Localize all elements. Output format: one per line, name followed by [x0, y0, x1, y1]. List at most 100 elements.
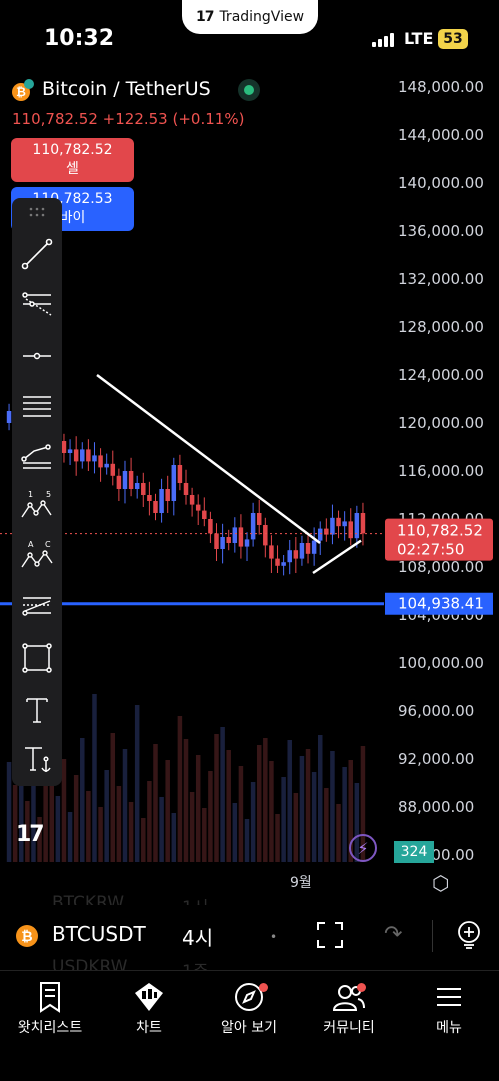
pair-title[interactable]: Bitcoin / TetherUS	[42, 78, 211, 100]
volume-bar	[165, 760, 170, 862]
add-indicator-icon[interactable]	[455, 920, 483, 950]
volume-bar	[275, 814, 280, 862]
volume-bar	[189, 792, 195, 862]
volume-bar	[299, 756, 305, 862]
parallel-lines-tool-icon[interactable]	[17, 386, 57, 426]
volume-bar	[202, 808, 207, 862]
candle	[86, 449, 91, 462]
tradingview-brand: TradingView	[219, 9, 305, 25]
candle	[250, 513, 256, 540]
symbol-selector[interactable]: BTCUSDT	[52, 922, 146, 946]
text-tool-icon[interactable]	[17, 690, 57, 730]
y-tick-label-4: 132,000.00	[398, 270, 484, 288]
horizontal-line-tag	[385, 592, 493, 615]
redo-icon[interactable]: ↷	[384, 922, 403, 947]
candle	[128, 471, 134, 489]
volume-bar	[287, 740, 292, 862]
nav-explore-label: 알아 보기	[221, 1020, 277, 1036]
candle	[134, 483, 140, 489]
candle	[220, 537, 225, 549]
y-tick-label-12: 100,000.00	[398, 654, 484, 672]
candle	[80, 449, 85, 462]
volume-bar	[220, 727, 225, 862]
volume-bar	[122, 749, 128, 862]
candle	[232, 527, 238, 543]
nav-watchlist[interactable]: 왓치리스트	[0, 981, 100, 1037]
chart-settings-icon[interactable]: ⬡	[432, 871, 450, 895]
nav-chart[interactable]: 차트	[99, 981, 199, 1037]
status-time: 10:32	[44, 26, 115, 51]
candle	[147, 495, 152, 501]
y-axis-labels: 148,000.00 144,000.00 140,000.00 136,000.00…	[398, 78, 484, 864]
candle	[202, 510, 207, 519]
anchored-text-tool-icon[interactable]	[17, 740, 57, 780]
volume-bar	[25, 801, 30, 862]
trendline-up	[312, 539, 362, 575]
separator-dot: •	[270, 930, 278, 944]
bitcoin-icon: ₿	[12, 79, 34, 101]
candle	[305, 543, 311, 554]
volume-bar	[336, 804, 341, 862]
nav-menu[interactable]: 메뉴	[399, 981, 499, 1037]
candle	[348, 521, 353, 539]
y-tick-label-7: 120,000.00	[398, 414, 484, 432]
volume-bar	[104, 770, 109, 862]
candle	[183, 483, 189, 495]
y-tick-label-6: 124,000.00	[398, 366, 484, 384]
compass-icon	[235, 983, 263, 1011]
candle	[324, 528, 329, 535]
sell-button[interactable]: 110,782.52 셀	[11, 138, 134, 182]
last-price: 110,782.52	[12, 110, 98, 128]
volume-bar	[250, 782, 256, 862]
candle	[104, 463, 109, 468]
volume-bar	[195, 755, 201, 862]
volume-bar	[43, 780, 48, 862]
volume-bar	[208, 771, 213, 862]
current-price-tag	[385, 518, 493, 561]
horizontal-line-tool-icon[interactable]	[17, 336, 57, 376]
fullscreen-icon[interactable]	[316, 921, 344, 949]
trendline-tool-icon[interactable]	[17, 234, 57, 274]
divider	[432, 920, 433, 952]
candle	[299, 543, 305, 559]
price-chart[interactable]: 148,000.00 144,000.00 140,000.00 136,000.00…	[0, 60, 499, 900]
forecast-tool-icon[interactable]	[17, 588, 57, 628]
rectangle-tool-icon[interactable]	[17, 638, 57, 678]
candle	[311, 540, 317, 554]
volume-bar	[238, 766, 244, 862]
candle	[159, 489, 164, 513]
candle	[256, 513, 262, 525]
y-tick-label-2: 140,000.00	[398, 174, 484, 192]
drag-handle-icon[interactable]	[17, 200, 57, 224]
sell-price: 110,782.52	[32, 142, 113, 158]
fib-retracement-tool-icon[interactable]	[17, 436, 57, 476]
y-tick-label-10: 108,000.00	[398, 558, 484, 576]
volume-bar	[98, 807, 103, 862]
tradingview-pill[interactable]: 17 TradingView	[182, 0, 318, 34]
volume-bar	[73, 775, 79, 862]
volume-bar	[183, 739, 189, 862]
candle	[110, 463, 116, 476]
volume-bar	[116, 786, 122, 862]
interval-selector[interactable]: 4시	[182, 926, 214, 950]
volume-bar	[110, 733, 116, 862]
pitchfork-tool-icon[interactable]	[17, 284, 57, 324]
buy-label: 바이	[59, 210, 86, 226]
flash-icon[interactable]: ⚡	[349, 834, 377, 862]
watchlist-icon	[40, 982, 60, 1013]
price-change-pct: (+0.11%)	[172, 110, 245, 128]
candle	[226, 537, 231, 543]
candle	[354, 513, 360, 539]
volume-bar	[55, 796, 61, 862]
candle	[275, 558, 280, 566]
volume-bar	[342, 767, 347, 862]
candle	[73, 449, 79, 462]
nav-explore[interactable]: 알아 보기	[199, 981, 299, 1037]
svg-text:A: A	[28, 540, 34, 549]
candle	[263, 525, 268, 546]
nav-community[interactable]: 커뮤니티	[299, 981, 399, 1037]
market-status-icon[interactable]	[238, 79, 260, 101]
tradingview-logo-icon: 17	[195, 9, 215, 25]
